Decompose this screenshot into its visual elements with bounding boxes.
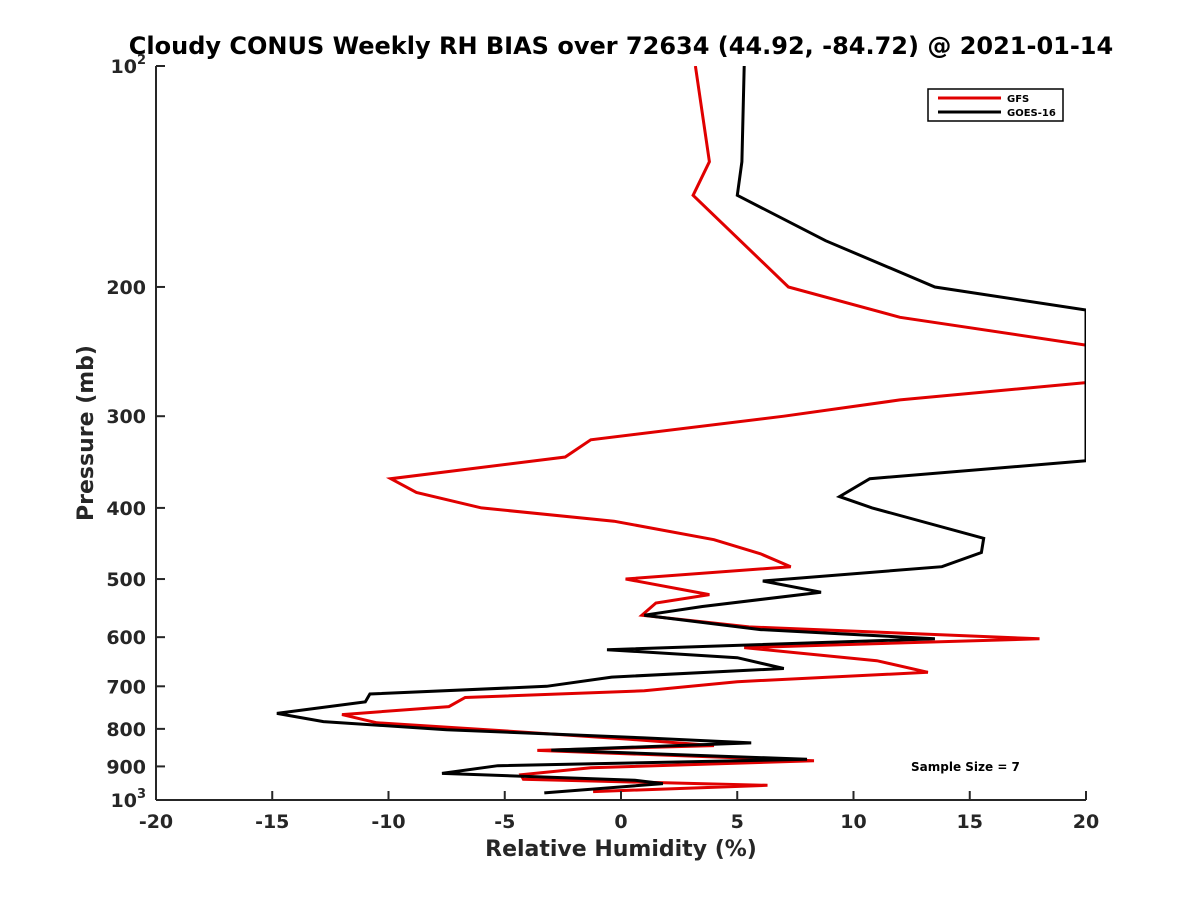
chart-title: Cloudy CONUS Weekly RH BIAS over 72634 (…	[129, 32, 1113, 60]
x-tick-label: -5	[494, 811, 515, 833]
y-tick-label: 600	[106, 627, 146, 649]
y-axis-label: Pressure (mb)	[74, 345, 99, 521]
legend: GFS GOES-16	[927, 88, 1064, 122]
y-tick-label: 200	[106, 277, 146, 299]
x-tick-label: 15	[957, 811, 983, 833]
y-tick-label: 700	[106, 676, 146, 698]
x-tick-label: -20	[139, 811, 173, 833]
x-tick-label: -15	[255, 811, 289, 833]
plot-area	[276, 66, 1086, 795]
y-tick-label: 800	[106, 719, 146, 741]
series-line-goes-16	[276, 66, 1086, 795]
x-tick-label: 5	[731, 811, 744, 833]
x-tick-label: 10	[840, 811, 866, 833]
x-tick-label: 0	[614, 811, 627, 833]
y-tick-label: 103	[111, 787, 147, 812]
x-axis-ticks: -20 -15 -10 -5 0 5 10 15 20	[139, 791, 1099, 833]
legend-entry-label: GFS	[1007, 94, 1029, 105]
x-tick-label: 20	[1073, 811, 1099, 833]
y-axis-ticks: 102 200 300 400 500 600 700 800 900 103	[106, 53, 165, 812]
x-axis-label: Relative Humidity (%)	[485, 837, 757, 862]
legend-box	[927, 88, 1064, 122]
legend-entry-label: GOES-16	[1007, 108, 1056, 119]
y-tick-label: 102	[111, 53, 147, 78]
axes	[155, 66, 1086, 801]
series-line-gfs	[341, 66, 1086, 794]
y-tick-label: 400	[106, 498, 146, 520]
y-tick-label: 300	[106, 406, 146, 428]
y-tick-label: 500	[106, 569, 146, 591]
x-tick-label: -10	[371, 811, 405, 833]
sample-size-annotation: Sample Size = 7	[911, 760, 1020, 774]
y-tick-label: 900	[106, 756, 146, 778]
